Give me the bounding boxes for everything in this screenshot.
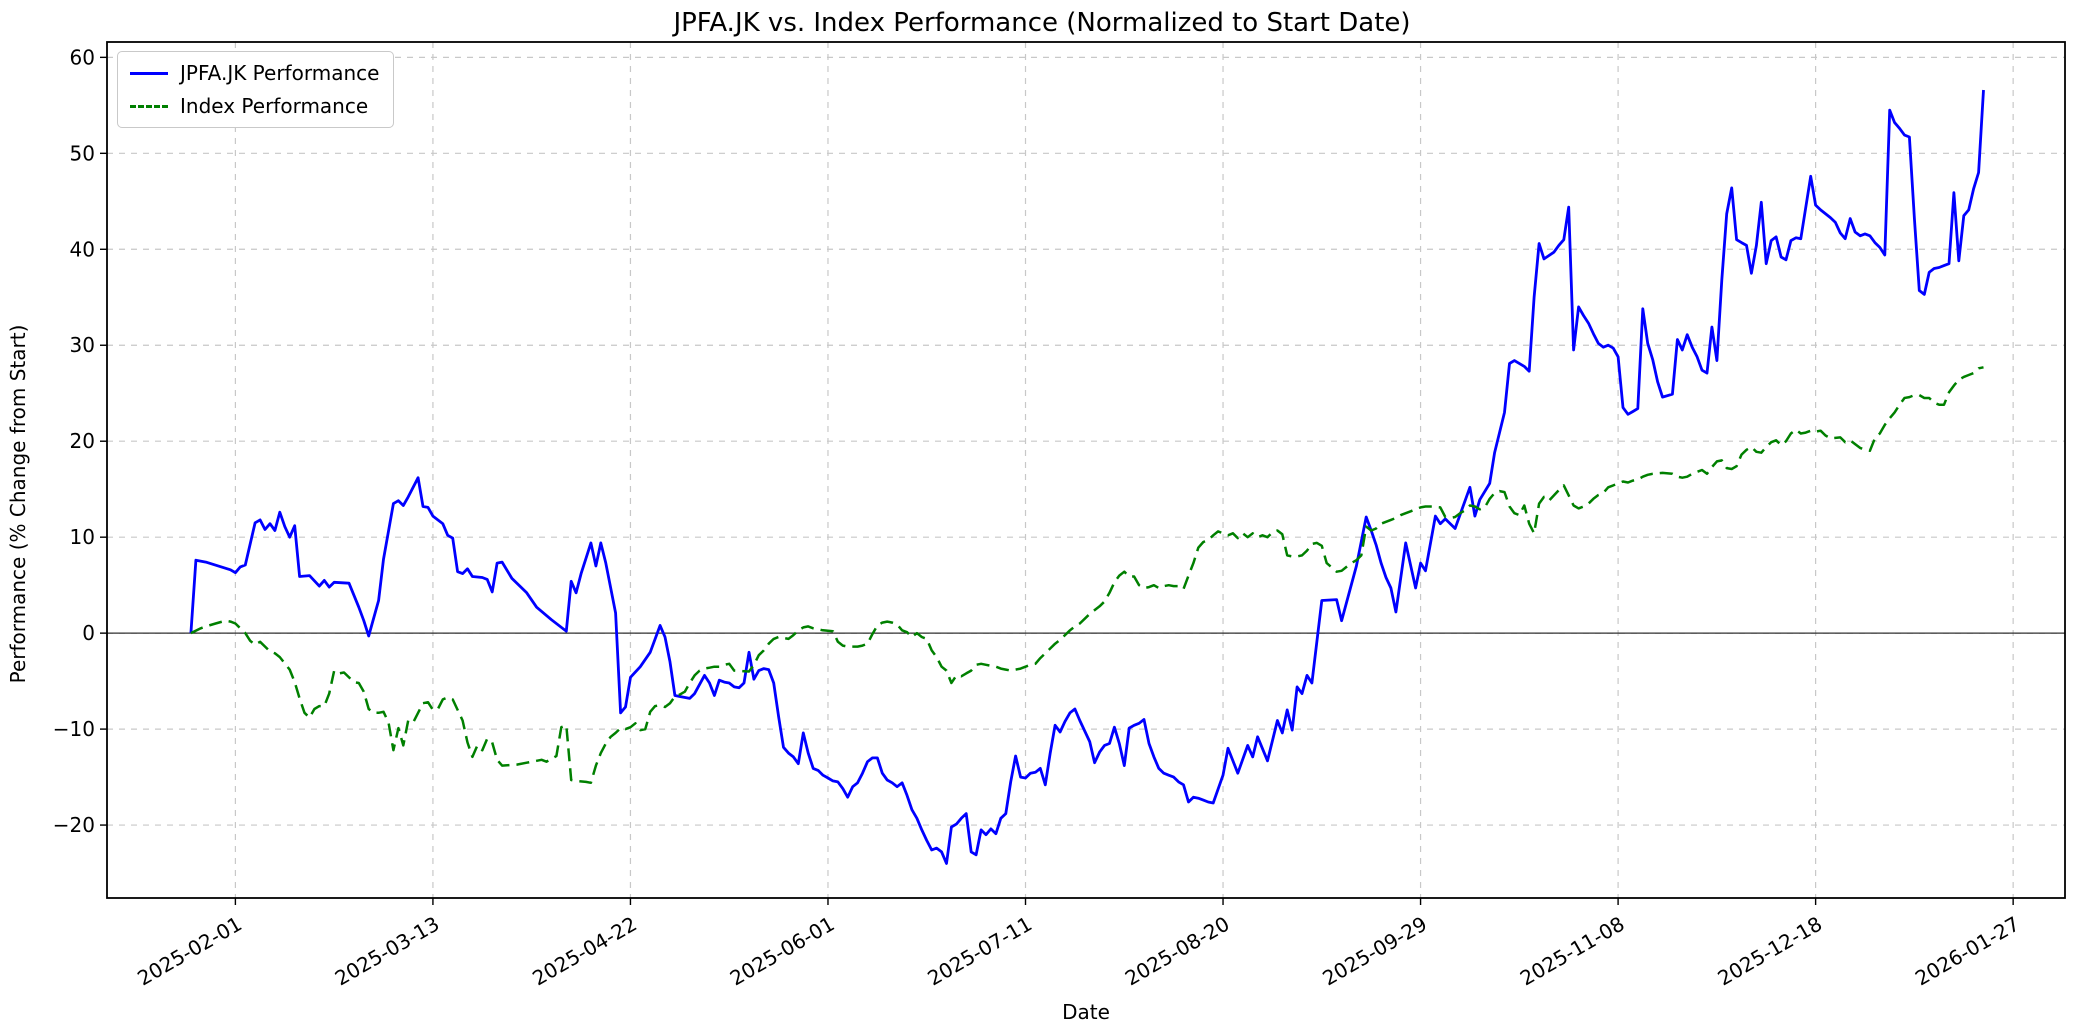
x-axis-label: Date (1062, 1000, 1110, 1024)
axes-spine (106, 41, 2066, 899)
legend-item-index: Index Performance (130, 94, 379, 118)
grid-lines (107, 42, 2065, 898)
svg-text:2025-02-01: 2025-02-01 (133, 912, 246, 991)
legend-label-jpfa: JPFA.JK Performance (180, 61, 380, 85)
svg-text:40: 40 (70, 237, 95, 261)
svg-text:2025-07-11: 2025-07-11 (923, 912, 1036, 991)
svg-text:20: 20 (70, 429, 95, 453)
svg-text:60: 60 (70, 45, 95, 69)
svg-text:−10: −10 (53, 717, 95, 741)
svg-text:2025-12-18: 2025-12-18 (1713, 912, 1826, 991)
legend-line-sample-index-icon (130, 104, 168, 108)
svg-text:2025-11-08: 2025-11-08 (1516, 912, 1629, 991)
legend-line-sample-jpfa-icon (130, 71, 168, 75)
svg-text:30: 30 (70, 333, 95, 357)
svg-text:−20: −20 (53, 813, 95, 837)
svg-text:2025-09-29: 2025-09-29 (1318, 912, 1431, 991)
x-tick-labels: 2025-02-01 2025-03-13 2025-04-22 2025-06-01… (133, 912, 2023, 991)
legend: JPFA.JK Performance Index Performance (117, 51, 395, 128)
svg-text:0: 0 (82, 621, 95, 645)
legend-label-index: Index Performance (180, 94, 369, 118)
svg-text:2025-04-22: 2025-04-22 (528, 912, 641, 991)
svg-text:10: 10 (70, 525, 95, 549)
svg-text:50: 50 (70, 141, 95, 165)
svg-text:2025-08-20: 2025-08-20 (1121, 912, 1234, 991)
series-jpfa-line (189, 89, 1985, 865)
svg-text:2025-03-13: 2025-03-13 (331, 912, 444, 991)
legend-item-jpfa: JPFA.JK Performance (130, 61, 379, 85)
y-axis-label: Performance (% Change from Start) (6, 324, 30, 684)
y-tick-labels: 60 50 40 30 20 10 0 −10 −20 (53, 45, 95, 837)
svg-text:2025-06-01: 2025-06-01 (726, 912, 839, 991)
svg-text:2026-01-27: 2026-01-27 (1911, 912, 2024, 991)
chart-title: JPFA.JK vs. Index Performance (Normalize… (673, 8, 1411, 38)
series-index-line (190, 366, 1984, 785)
tick-marks (100, 56, 2014, 905)
